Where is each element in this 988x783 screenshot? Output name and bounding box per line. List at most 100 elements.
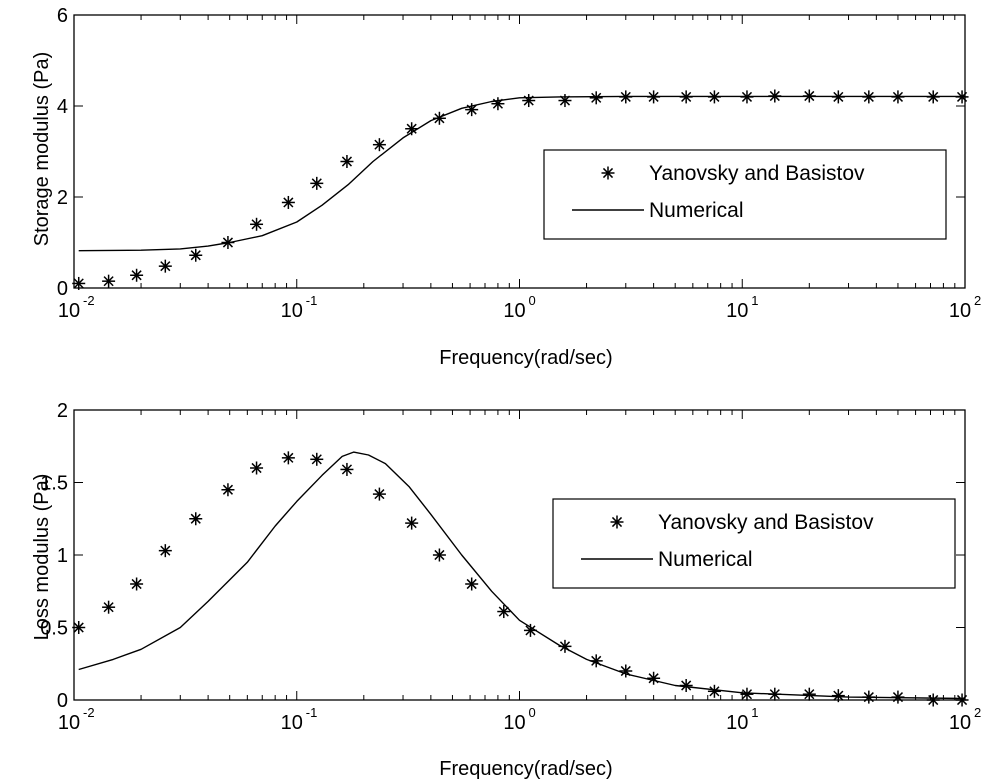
asterisk-stroke [591, 655, 602, 666]
x-tick-exponent: -2 [83, 705, 95, 720]
y-tick-label: 0.5 [40, 618, 68, 640]
y-tick-label: 0 [57, 278, 68, 300]
y-tick-label: 6 [57, 5, 68, 27]
data-point-marker [955, 693, 969, 707]
x-tick-base: 10 [726, 712, 748, 734]
asterisk-stroke [283, 197, 294, 208]
legend-box [543, 149, 947, 240]
legend-marker-swatch [601, 166, 615, 180]
asterisk-stroke [466, 104, 477, 115]
data-point-marker [926, 693, 940, 707]
asterisk-stroke [190, 513, 201, 524]
loss-plot-area: 10 -2 10 -1 10 0 10 1 10 200.511.52 [40, 400, 981, 734]
x-tick-label: 10 0 [503, 705, 535, 734]
data-point-marker [340, 155, 354, 169]
loss-y-axis-label: Loss modulus (Pa) [31, 474, 53, 641]
asterisk-stroke [131, 270, 142, 281]
asterisk-stroke [591, 92, 602, 103]
x-tick-label: 10 -2 [58, 293, 95, 322]
data-point-marker [465, 577, 479, 591]
asterisk-stroke [681, 680, 692, 691]
asterisk-stroke [611, 516, 623, 528]
x-tick-base: 10 [503, 712, 525, 734]
asterisk-stroke [341, 464, 353, 475]
data-point-marker [102, 600, 116, 614]
asterisk-stroke [804, 689, 815, 700]
data-point-marker [340, 462, 354, 476]
x-tick-exponent: -1 [306, 705, 318, 720]
data-point-marker [158, 259, 172, 273]
data-point-marker [281, 451, 295, 465]
asterisk-stroke [73, 622, 84, 633]
data-point-marker [831, 689, 845, 703]
data-point-marker [310, 452, 324, 466]
x-tick-base: 10 [281, 300, 303, 322]
asterisk-stroke [103, 276, 114, 287]
x-tick-label: 10 2 [949, 293, 981, 322]
data-point-marker [432, 111, 446, 125]
data-point-marker [130, 577, 144, 591]
legend-label: Numerical [649, 199, 744, 222]
asterisk-stroke [73, 278, 84, 289]
asterisk-stroke [406, 518, 417, 529]
data-point-marker [250, 461, 264, 475]
asterisk-stroke [131, 578, 142, 590]
data-point-marker [707, 684, 721, 698]
data-point-marker [740, 687, 754, 701]
asterisk-stroke [190, 250, 201, 261]
x-tick-exponent: 2 [974, 705, 981, 720]
x-tick-base: 10 [726, 300, 748, 322]
data-point-marker [281, 195, 295, 209]
legend-label: Yanovsky and Basistov [658, 511, 874, 534]
legend-box [552, 498, 956, 589]
asterisk-stroke [283, 452, 294, 463]
asterisk-stroke [928, 694, 939, 706]
data-point-marker [522, 94, 536, 108]
x-tick-base: 10 [58, 300, 80, 322]
asterisk-stroke [251, 462, 262, 474]
data-point-marker [802, 687, 816, 701]
legend-label: Numerical [658, 548, 753, 571]
x-tick-exponent: -1 [306, 293, 318, 308]
storage-x-axis-label: Frequency(rad/sec) [439, 347, 612, 369]
x-tick-base: 10 [949, 300, 971, 322]
data-point-marker [102, 274, 116, 288]
data-point-marker [372, 487, 386, 501]
asterisk-stroke [160, 261, 171, 272]
data-point-marker [189, 248, 203, 262]
data-point-marker [432, 548, 446, 562]
data-point-marker [679, 679, 693, 692]
x-tick-exponent: 0 [529, 705, 536, 720]
legend-marker-swatch [610, 515, 624, 529]
y-tick-label: 1.5 [40, 473, 68, 495]
y-tick-label: 2 [57, 400, 68, 422]
x-tick-base: 10 [58, 712, 80, 734]
data-point-marker [189, 512, 203, 526]
asterisk-stroke [525, 625, 536, 636]
asterisk-stroke [103, 602, 114, 613]
asterisk-stroke [833, 690, 844, 701]
data-point-marker [491, 97, 505, 111]
y-tick-label: 0 [57, 690, 68, 712]
asterisk-stroke [956, 694, 968, 706]
y-tick-label: 4 [57, 96, 68, 118]
x-tick-base: 10 [503, 300, 525, 322]
x-tick-exponent: 0 [529, 293, 536, 308]
data-point-marker [250, 217, 264, 231]
data-point-marker [372, 138, 386, 152]
asterisk-stroke [160, 545, 171, 556]
data-point-marker [647, 671, 661, 685]
x-tick-label: 10 2 [949, 705, 981, 734]
asterisk-stroke [602, 167, 614, 179]
data-point-marker [72, 621, 86, 634]
x-tick-exponent: 1 [751, 293, 758, 308]
data-point-marker [310, 176, 324, 190]
x-tick-base: 10 [281, 712, 303, 734]
loss-modulus-chart: 10 -2 10 -1 10 0 10 1 10 200.511.52 Yanovsky and … [31, 400, 981, 780]
asterisk-stroke [406, 123, 417, 134]
x-tick-label: 10 -1 [281, 293, 318, 322]
asterisk-stroke [251, 219, 262, 230]
data-point-marker [405, 516, 419, 530]
loss-x-axis-label: Frequency(rad/sec) [439, 758, 612, 780]
